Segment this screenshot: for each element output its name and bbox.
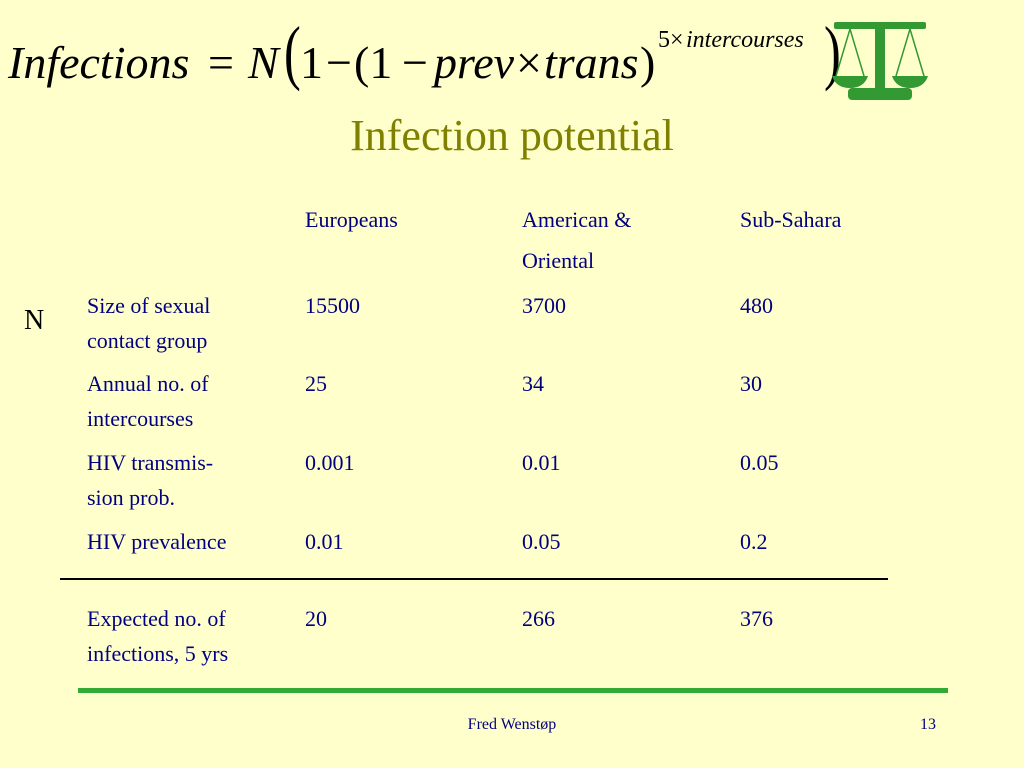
table-cell: 480 — [740, 293, 773, 318]
formula-close-big-paren: ) — [824, 12, 841, 92]
table-cell: 34 — [522, 371, 544, 396]
formula-open-paren: (1 — [354, 37, 393, 88]
formula-lhs: Infections — [8, 37, 190, 88]
table-cell: 0.2 — [740, 529, 768, 554]
formula-prev: prev — [434, 37, 515, 88]
row-label-line2: sion prob. — [87, 485, 175, 510]
formula-trans: trans — [544, 37, 639, 88]
table-cell: 0.01 — [305, 529, 344, 554]
result-label-line2: infections, 5 yrs — [87, 641, 229, 666]
table-cell: 0.05 — [740, 450, 779, 475]
table-cell: 3700 — [522, 293, 566, 318]
formula-equals: = — [208, 37, 234, 88]
formula: Infections = N ( 1 − (1 − prev × trans )… — [8, 12, 841, 104]
footer-rule — [78, 688, 948, 693]
formula-times: × — [516, 37, 542, 88]
formula-open-big-paren: ( — [284, 12, 301, 92]
formula-minus2: − — [402, 37, 428, 88]
row-label-line1: Size of sexual — [87, 293, 211, 318]
result-cell: 20 — [305, 606, 327, 631]
result-label-line1: Expected no. of — [87, 606, 226, 631]
formula-close-paren: ) — [640, 37, 656, 88]
row-label-line1: Annual no. of — [87, 371, 209, 396]
formula-exponent-word: intercourses — [686, 27, 804, 53]
result-cell: 376 — [740, 606, 773, 631]
page-number: 13 — [920, 716, 936, 733]
row-label-line1: HIV transmis- — [87, 450, 214, 475]
table-divider — [60, 578, 888, 580]
formula-minus: − — [326, 37, 352, 88]
row-label-line2: intercourses — [87, 406, 194, 431]
result-cell: 266 — [522, 606, 555, 631]
header-american-line1: American & — [522, 207, 632, 232]
slide-title: Infection potential — [350, 111, 674, 160]
header-american-line2: Oriental — [522, 248, 595, 273]
header-europeans: Europeans — [305, 207, 398, 232]
table-cell: 0.001 — [305, 450, 355, 475]
row-label-line1: HIV prevalence — [87, 529, 227, 554]
formula-n: N — [248, 37, 279, 88]
table-cell: 30 — [740, 371, 762, 396]
table-cell: 0.01 — [522, 450, 561, 475]
formula-exponent-five: 5× — [658, 27, 684, 53]
table-cell: 15500 — [305, 293, 360, 318]
row-label-line2: contact group — [87, 328, 208, 353]
table-cell: 25 — [305, 371, 327, 396]
scales-icon — [830, 18, 930, 104]
formula-one: 1 — [300, 37, 323, 88]
table-cell: 0.05 — [522, 529, 561, 554]
n-side-label: N — [24, 305, 45, 336]
footer-author: Fred Wenstøp — [467, 716, 557, 733]
header-sub-sahara: Sub-Sahara — [740, 207, 842, 232]
